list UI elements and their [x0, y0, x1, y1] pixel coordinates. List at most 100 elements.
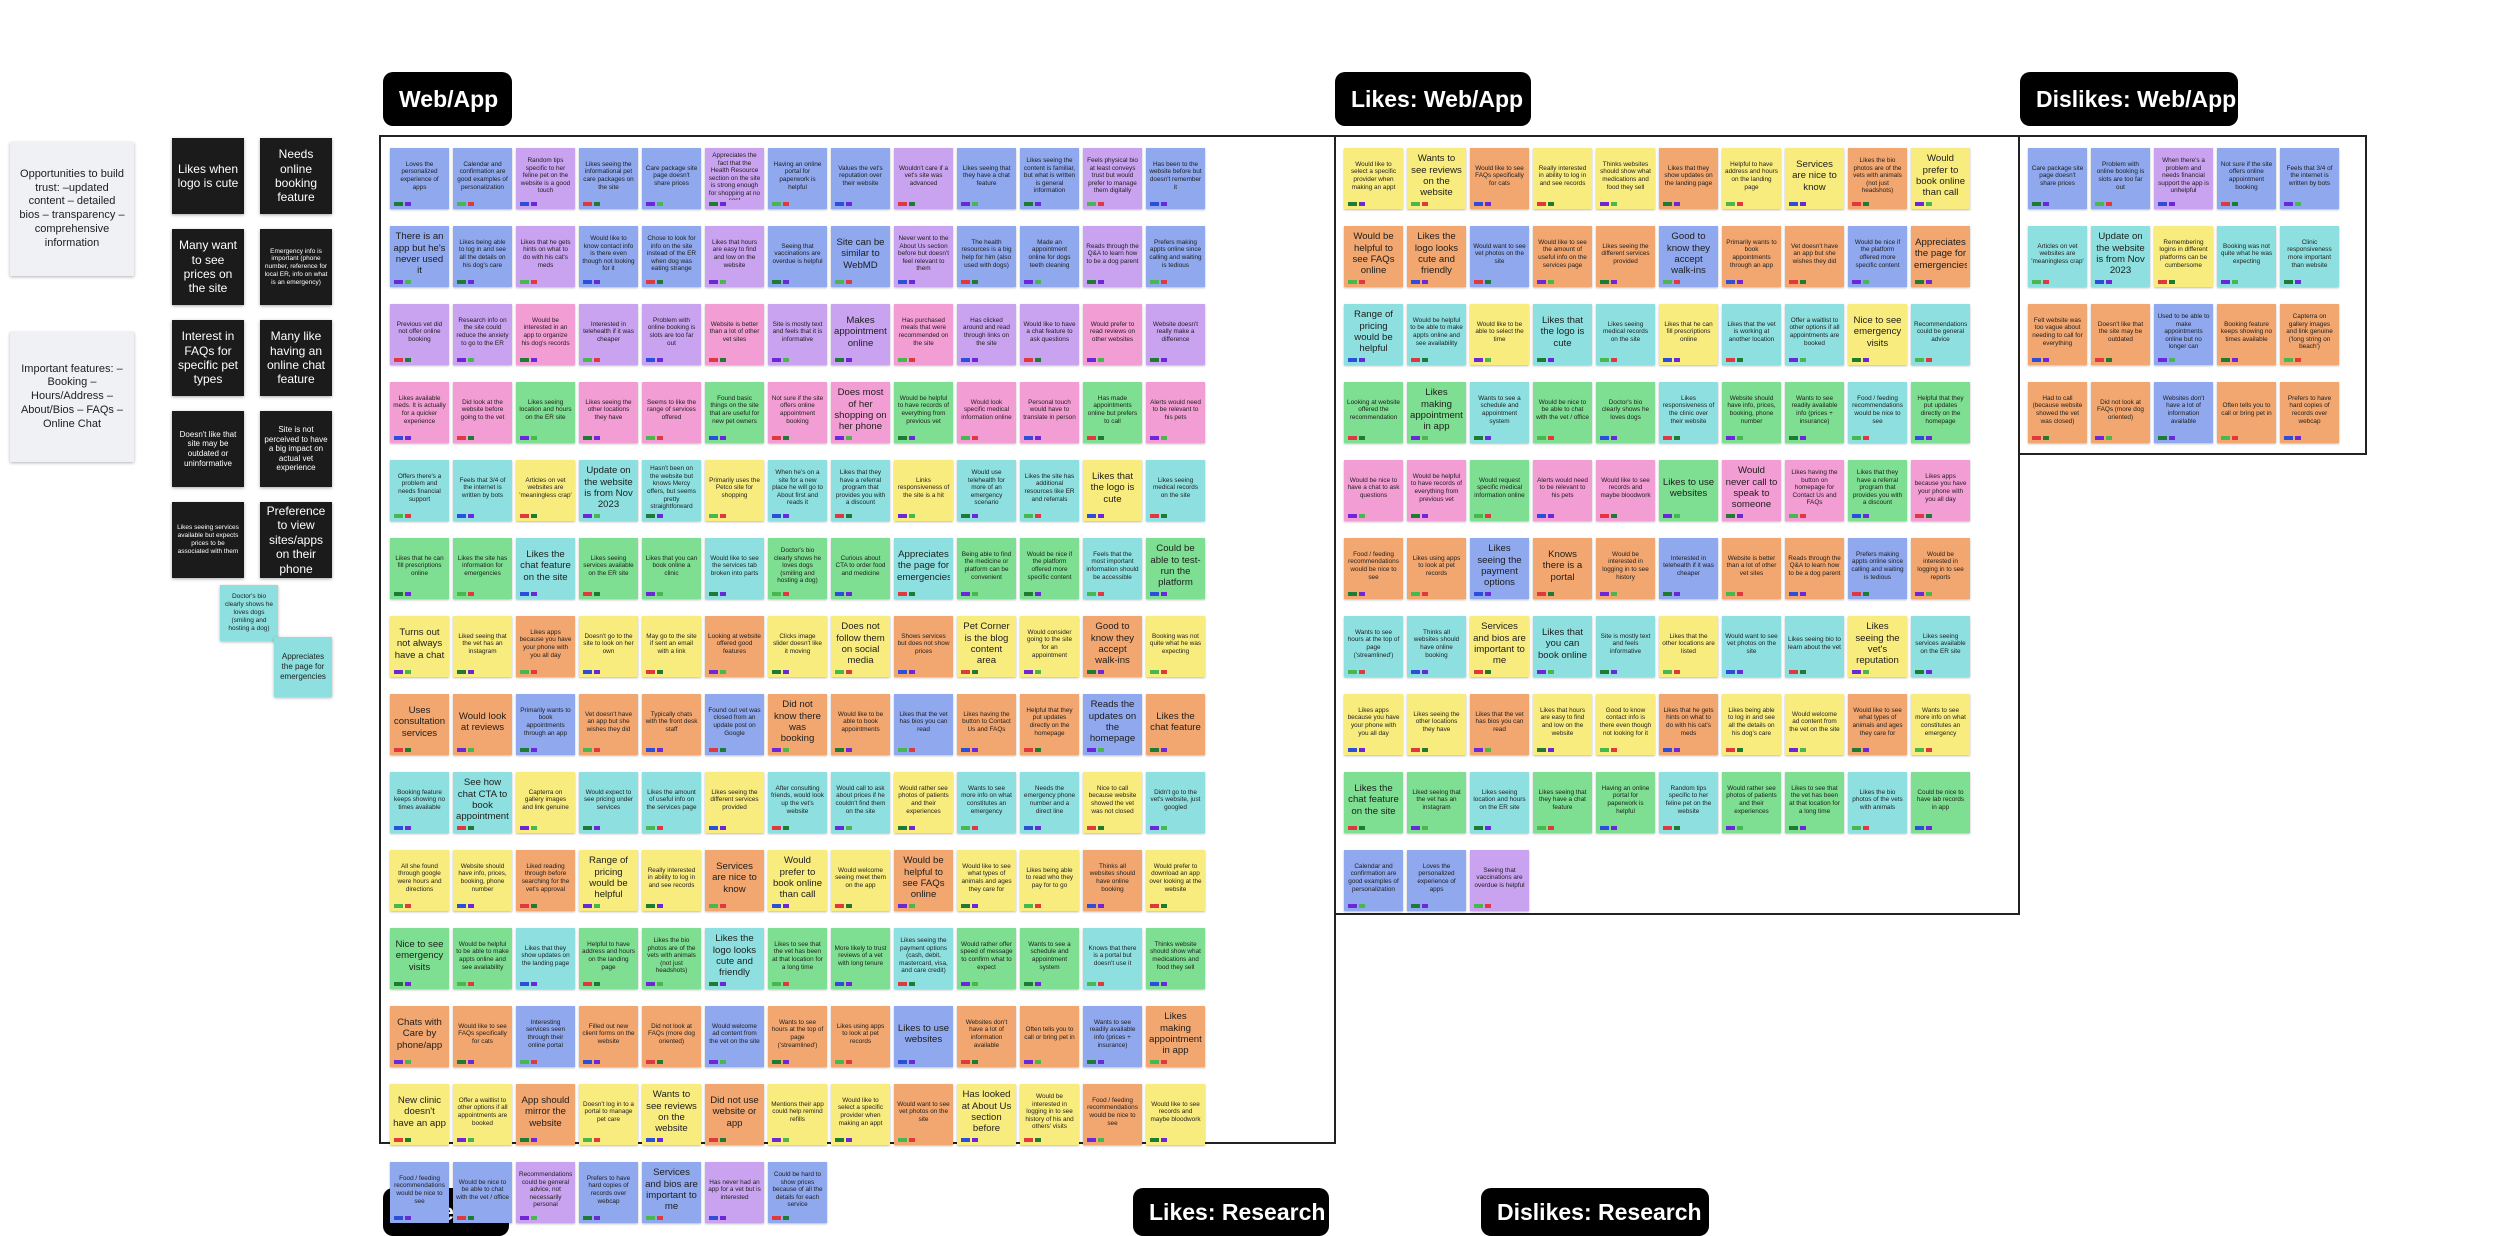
- sticky-note[interactable]: Would rather see photos of patients and …: [894, 772, 953, 833]
- sticky-note[interactable]: Calendar and confirmation are good examp…: [453, 148, 512, 209]
- sticky-note[interactable]: Personal touch would have to translate i…: [1020, 382, 1079, 443]
- sticky-note[interactable]: Wants to see a schedule and appointment …: [1470, 382, 1529, 443]
- header-dislikes-research[interactable]: Dislikes: Research: [1481, 1188, 1709, 1236]
- sticky-note[interactable]: Remembering logins in different platform…: [2154, 226, 2213, 287]
- sticky-note[interactable]: Would like to see what types of animals …: [957, 850, 1016, 911]
- sticky-note[interactable]: Primarily wants to book appointments thr…: [1722, 226, 1781, 287]
- sticky-note[interactable]: Thinks website should show what medicati…: [1146, 928, 1205, 989]
- sticky-note[interactable]: Would like to be able to book appointmen…: [831, 694, 890, 755]
- sticky-note[interactable]: Would be nice to be able to chat with th…: [1533, 382, 1592, 443]
- sticky-note[interactable]: Likes seeing the vet's reputation: [1848, 616, 1907, 677]
- sticky-note[interactable]: Does most of her shopping on her phone: [831, 382, 890, 443]
- sticky-note[interactable]: Would expect to see pricing under servic…: [579, 772, 638, 833]
- sticky-note[interactable]: Likes seeing location and hours on the E…: [1470, 772, 1529, 833]
- sticky-note[interactable]: Likes seeing the other locations they ha…: [579, 382, 638, 443]
- sticky-note[interactable]: Having an online portal for paperwork is…: [1596, 772, 1655, 833]
- sticky-note[interactable]: Appreciates the fact that the Health Res…: [705, 148, 764, 209]
- summary-note[interactable]: Interest in FAQs for specific pet types: [172, 320, 244, 396]
- sticky-note[interactable]: Recommendations could be general advice: [1911, 304, 1970, 365]
- sticky-note[interactable]: Would request specific medical informati…: [1470, 460, 1529, 521]
- sticky-note[interactable]: Research info on the site could reduce t…: [453, 304, 512, 365]
- sticky-note[interactable]: Likes seeing the different services prov…: [705, 772, 764, 833]
- sticky-note[interactable]: Hasn't been on the website but knows Mer…: [642, 460, 701, 521]
- sticky-note[interactable]: Often tells you to call or bring pet in: [1020, 1006, 1079, 1067]
- sticky-note[interactable]: Services and bios are important to me: [1470, 616, 1529, 677]
- sticky-note[interactable]: Care package site page doesn't share pri…: [2028, 148, 2087, 209]
- sticky-note[interactable]: Random tips specific to her feline pet o…: [516, 148, 575, 209]
- sticky-note[interactable]: Could be nice to have lab records in app: [1911, 772, 1970, 833]
- sticky-note[interactable]: Likes having the button to Contact Us an…: [957, 694, 1016, 755]
- sticky-note[interactable]: Update on the website is from Nov 2023: [579, 460, 638, 521]
- sticky-note[interactable]: Site is mostly text and feels that it is…: [768, 304, 827, 365]
- sticky-note[interactable]: Did look at the website before going to …: [453, 382, 512, 443]
- sticky-note[interactable]: Services are nice to know: [1785, 148, 1844, 209]
- sticky-note[interactable]: Would welcome ad content from the vet on…: [1785, 694, 1844, 755]
- sticky-note[interactable]: Seeing that vaccinations are overdue is …: [1470, 850, 1529, 911]
- sticky-note[interactable]: Not sure if the site offers online appoi…: [768, 382, 827, 443]
- sticky-note[interactable]: Likes the site has additional resources …: [1020, 460, 1079, 521]
- sticky-note[interactable]: When he's on a site for a new place he w…: [768, 460, 827, 521]
- sticky-note[interactable]: Would like to see records and maybe bloo…: [1146, 1084, 1205, 1145]
- sticky-note[interactable]: Really interested in ability to log in a…: [1533, 148, 1592, 209]
- sticky-note[interactable]: Would be interested in an app to organiz…: [516, 304, 575, 365]
- sticky-note[interactable]: Would welcome ad content from the vet on…: [705, 1006, 764, 1067]
- sticky-note[interactable]: Would use telehealth for more of an emer…: [957, 460, 1016, 521]
- sticky-note[interactable]: Often tells you to call or bring pet in: [2217, 382, 2276, 443]
- sticky-note[interactable]: Good to know they accept walk-ins: [1659, 226, 1718, 287]
- sticky-note[interactable]: There is an app but he's never used it: [390, 226, 449, 287]
- sticky-note[interactable]: Would be helpful to be able to make appt…: [1407, 304, 1466, 365]
- sticky-note[interactable]: Offers there's a problem and needs finan…: [390, 460, 449, 521]
- header-likes-web-app[interactable]: Likes: Web/App: [1335, 72, 1531, 126]
- sticky-note[interactable]: Alerts would need to be relevant to his …: [1533, 460, 1592, 521]
- sticky-note[interactable]: Likes that the vet has bios you can read: [894, 694, 953, 755]
- sticky-note[interactable]: Would like to see FAQs specifically for …: [1470, 148, 1529, 209]
- sticky-note[interactable]: Helpful to have address and hours on the…: [579, 928, 638, 989]
- sticky-note[interactable]: Would be nice to have a chat to ask ques…: [1344, 460, 1403, 521]
- sticky-note[interactable]: Would be helpful to see FAQs online: [894, 850, 953, 911]
- summary-note[interactable]: Emergency info is important (phone numbe…: [260, 229, 332, 305]
- sticky-note[interactable]: Likes to see that the vet has been at th…: [1785, 772, 1844, 833]
- sticky-note[interactable]: Made an appointment online for dogs teet…: [1020, 226, 1079, 287]
- sticky-note[interactable]: Site is mostly text and feels informativ…: [1596, 616, 1655, 677]
- sticky-note[interactable]: Offer a waitlist to other options if all…: [1785, 304, 1844, 365]
- sticky-note[interactable]: Likes seeing bio to learn about the vet: [1785, 616, 1844, 677]
- sticky-note[interactable]: Likes to use websites: [894, 1006, 953, 1067]
- sticky-note[interactable]: Feels that 3/4 of the internet is writte…: [453, 460, 512, 521]
- sticky-note[interactable]: Helpful that they put updates directly o…: [1020, 694, 1079, 755]
- sticky-note[interactable]: Likes seeing that they have a chat featu…: [1533, 772, 1592, 833]
- sticky-note[interactable]: Not sure if the site offers online appoi…: [2217, 148, 2276, 209]
- sticky-note[interactable]: Would never call to speak to someone: [1722, 460, 1781, 521]
- sticky-note[interactable]: Likes being able to log in and see all t…: [1722, 694, 1781, 755]
- sticky-note[interactable]: Website should have info, prices, bookin…: [453, 850, 512, 911]
- sticky-note[interactable]: Would like to see records and maybe bloo…: [1596, 460, 1655, 521]
- sticky-note[interactable]: When there's a problem and needs financi…: [2154, 148, 2213, 209]
- sticky-note[interactable]: Prefers to have hard copies of records o…: [579, 1162, 638, 1223]
- dislikes-web-app-frame[interactable]: [2018, 135, 2367, 455]
- sticky-note[interactable]: Would consider going to the site for an …: [1020, 616, 1079, 677]
- sticky-note[interactable]: Could be able to test-run the platform: [1146, 538, 1205, 599]
- sticky-note[interactable]: Likes that he can fill prescriptions onl…: [1659, 304, 1718, 365]
- sticky-note[interactable]: Did not use website or app: [705, 1084, 764, 1145]
- sticky-note[interactable]: Has made appointments online but prefers…: [1083, 382, 1142, 443]
- sticky-note[interactable]: Likes that he gets hints on what to do w…: [516, 226, 575, 287]
- summary-note[interactable]: Likes seeing services available but expe…: [172, 502, 244, 578]
- sticky-note[interactable]: Would like to have a chat feature to ask…: [1020, 304, 1079, 365]
- sticky-note[interactable]: Likes the logo looks cute and friendly: [1407, 226, 1466, 287]
- header-likes-research[interactable]: Likes: Research: [1133, 1188, 1329, 1236]
- sticky-note[interactable]: Turns out not always have a chat: [390, 616, 449, 677]
- sticky-note[interactable]: Prefers to have hard copies of records o…: [2280, 382, 2339, 443]
- sticky-note[interactable]: Wants to see hours at the top of page ('…: [1344, 616, 1403, 677]
- sticky-note[interactable]: Would like to see what types of animals …: [1848, 694, 1907, 755]
- sticky-note[interactable]: Did not look at FAQs (more dog oriented): [2091, 382, 2150, 443]
- sticky-note[interactable]: Would want to see vet photos on the site: [1722, 616, 1781, 677]
- sticky-note[interactable]: Likes to use websites: [1659, 460, 1718, 521]
- sticky-note[interactable]: App should mirror the website: [516, 1084, 575, 1145]
- sticky-note[interactable]: Nice to see emergency visits: [390, 928, 449, 989]
- sticky-note[interactable]: Likes making appointments in app: [1146, 1006, 1205, 1067]
- sticky-note[interactable]: Likes seeing the informational pet care …: [579, 148, 638, 209]
- sticky-note[interactable]: Has purchased meals that were recommende…: [894, 304, 953, 365]
- sticky-note[interactable]: Has been to the website before but doesn…: [1146, 148, 1205, 209]
- sticky-note[interactable]: Likes seeing the different services prov…: [1596, 226, 1655, 287]
- sticky-note[interactable]: Wants to see more info on what constitut…: [957, 772, 1016, 833]
